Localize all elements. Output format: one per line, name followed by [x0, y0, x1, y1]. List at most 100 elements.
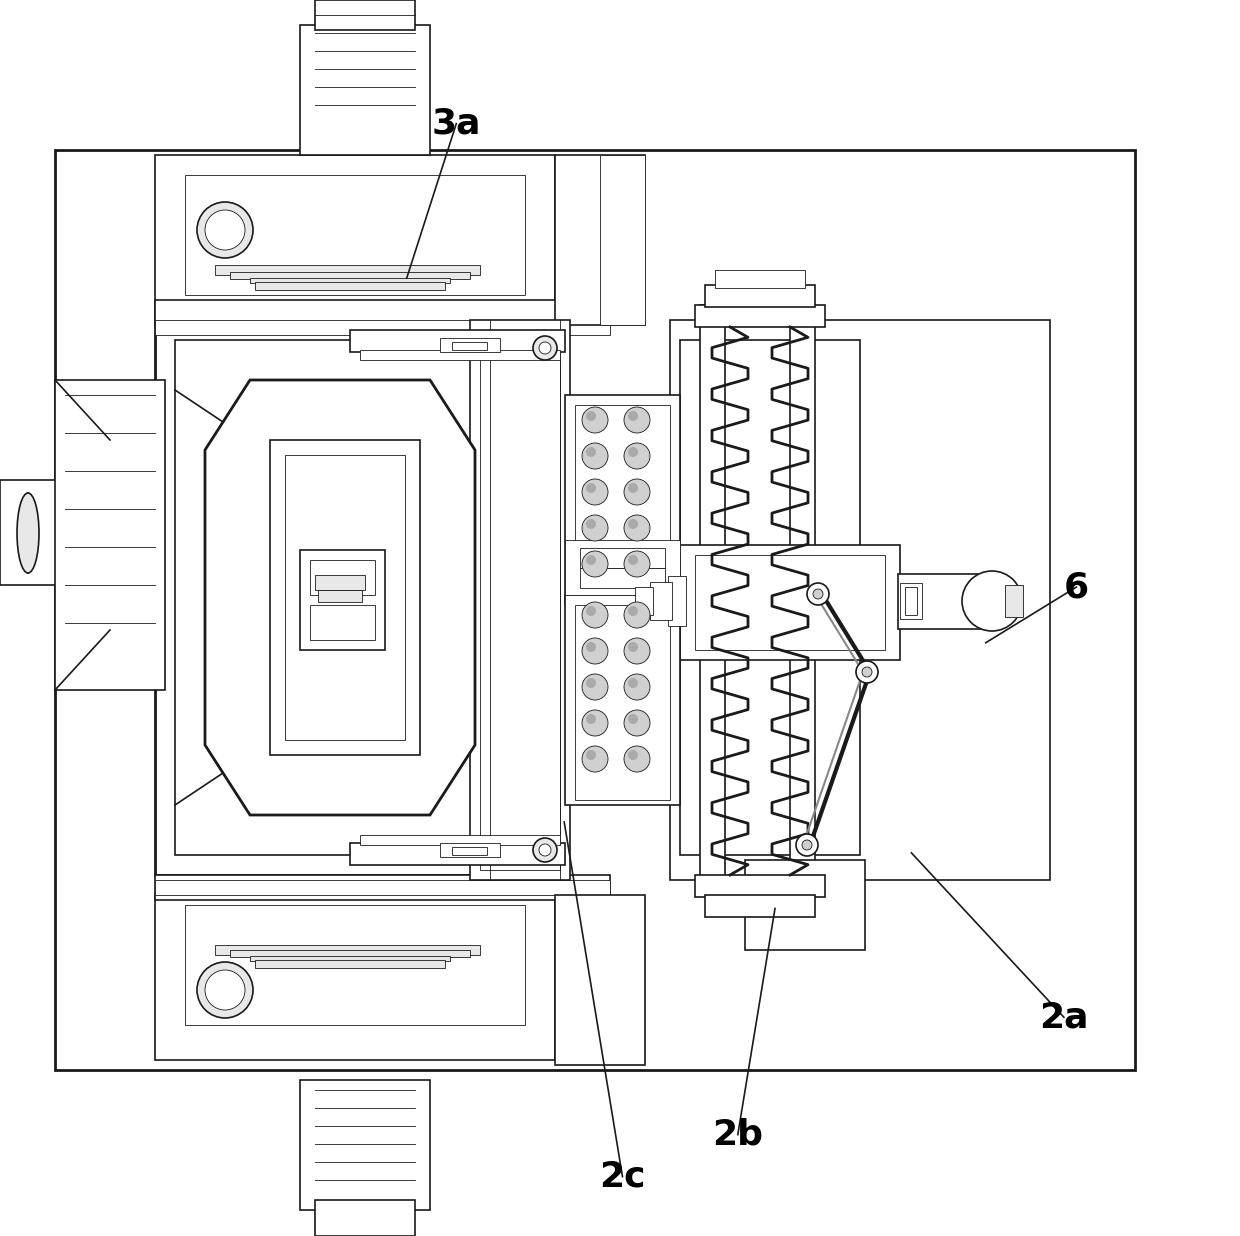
Circle shape — [624, 515, 650, 541]
Bar — [229, 272, 470, 279]
Bar — [155, 895, 556, 1060]
Circle shape — [587, 714, 596, 724]
Circle shape — [533, 838, 557, 861]
Bar — [600, 154, 645, 325]
Polygon shape — [205, 379, 475, 815]
Circle shape — [582, 551, 608, 577]
Circle shape — [205, 970, 246, 1010]
Bar — [155, 154, 556, 320]
Circle shape — [856, 661, 878, 684]
Bar — [360, 836, 560, 845]
Bar — [310, 560, 374, 595]
Bar — [580, 548, 665, 569]
Circle shape — [807, 583, 830, 604]
Circle shape — [624, 602, 650, 628]
Bar — [905, 587, 918, 616]
Circle shape — [627, 519, 639, 529]
Circle shape — [627, 483, 639, 493]
Text: 2c: 2c — [599, 1159, 646, 1194]
Circle shape — [197, 201, 253, 258]
Bar — [556, 154, 645, 325]
Circle shape — [624, 709, 650, 735]
Bar — [440, 843, 500, 857]
Circle shape — [624, 480, 650, 506]
Circle shape — [587, 606, 596, 616]
Bar — [680, 545, 900, 660]
Bar — [55, 150, 1135, 1070]
Circle shape — [624, 638, 650, 664]
Circle shape — [582, 515, 608, 541]
Bar — [0, 480, 60, 585]
Bar — [285, 455, 405, 740]
Text: 3a: 3a — [432, 106, 481, 141]
Circle shape — [197, 962, 253, 1018]
Circle shape — [627, 641, 639, 653]
Circle shape — [539, 844, 551, 857]
Bar — [155, 880, 610, 895]
Circle shape — [587, 412, 596, 421]
Circle shape — [587, 679, 596, 688]
Bar — [270, 440, 420, 755]
Circle shape — [587, 641, 596, 653]
Bar — [453, 847, 487, 855]
Circle shape — [582, 442, 608, 468]
Bar — [668, 576, 686, 625]
Bar — [565, 595, 680, 805]
Circle shape — [587, 750, 596, 760]
Bar — [470, 320, 570, 880]
Circle shape — [624, 747, 650, 772]
Bar — [315, 1200, 415, 1236]
Bar — [680, 340, 861, 855]
Bar — [790, 305, 815, 895]
Circle shape — [962, 571, 1022, 632]
Bar — [300, 1080, 430, 1210]
Bar — [155, 320, 610, 335]
Bar — [580, 569, 665, 588]
Circle shape — [627, 750, 639, 760]
Text: 2b: 2b — [712, 1117, 764, 1152]
Bar — [175, 340, 546, 855]
Circle shape — [582, 480, 608, 506]
Circle shape — [624, 674, 650, 700]
Bar — [745, 860, 866, 950]
Circle shape — [627, 412, 639, 421]
Bar — [250, 955, 450, 962]
Bar — [694, 555, 885, 650]
Text: 6: 6 — [1064, 570, 1089, 604]
Ellipse shape — [17, 493, 38, 574]
Bar — [55, 379, 165, 690]
Bar — [255, 282, 445, 290]
Bar — [453, 342, 487, 350]
Circle shape — [627, 447, 639, 457]
Circle shape — [582, 602, 608, 628]
Bar — [715, 269, 805, 288]
Bar — [315, 0, 415, 30]
Circle shape — [796, 834, 818, 857]
Circle shape — [582, 747, 608, 772]
Circle shape — [627, 555, 639, 565]
Bar — [185, 905, 525, 1025]
Bar — [255, 960, 445, 968]
Circle shape — [582, 674, 608, 700]
Bar — [250, 278, 450, 283]
Circle shape — [627, 714, 639, 724]
Bar — [701, 305, 725, 895]
Bar — [565, 396, 680, 604]
Bar — [556, 895, 645, 1065]
Bar — [635, 587, 653, 616]
Circle shape — [533, 336, 557, 360]
Bar — [694, 305, 825, 328]
Bar — [155, 875, 610, 900]
Circle shape — [582, 407, 608, 433]
Bar — [350, 330, 565, 352]
Circle shape — [627, 606, 639, 616]
Bar — [440, 337, 500, 352]
Bar — [706, 895, 815, 917]
Bar — [155, 300, 610, 325]
Bar — [300, 550, 384, 650]
Bar — [215, 946, 480, 955]
Circle shape — [587, 447, 596, 457]
Bar — [350, 843, 565, 865]
Bar — [575, 604, 670, 800]
Circle shape — [624, 407, 650, 433]
